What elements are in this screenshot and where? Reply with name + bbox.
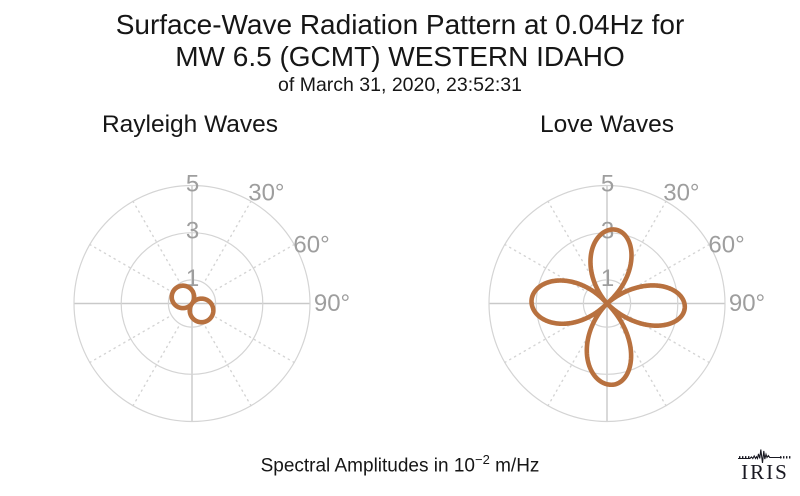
seismogram-icon [738, 449, 791, 463]
rayleigh-polar-plot: 135 30°60°90° [73, 171, 350, 423]
title-line-3: of March 31, 2020, 23:52:31 [278, 74, 522, 96]
caption-suffix: m/Hz [489, 455, 540, 477]
svg-text:90°: 90° [729, 290, 765, 317]
title-line-1: Surface-Wave Radiation Pattern at 0.04Hz… [115, 9, 685, 40]
svg-text:5: 5 [186, 171, 199, 198]
iris-logo-text: IRIS [741, 460, 789, 484]
svg-text:60°: 60° [708, 232, 744, 259]
love-polar-plot: 135 30°60°90° [488, 171, 765, 423]
love-plot-title: Love Waves [540, 111, 674, 138]
svg-text:90°: 90° [314, 290, 350, 317]
title-line-2: MW 6.5 (GCMT) WESTERN IDAHO [175, 41, 625, 72]
svg-text:60°: 60° [293, 232, 329, 259]
svg-text:3: 3 [186, 218, 199, 245]
svg-text:30°: 30° [663, 180, 699, 207]
figure-title: Surface-Wave Radiation Pattern at 0.04Hz… [0, 9, 800, 97]
amplitude-units-caption: Spectral Amplitudes in 10−2 m/Hz [0, 452, 800, 477]
caption-base: 10 [453, 455, 475, 477]
svg-text:1: 1 [601, 265, 614, 292]
caption-exponent: −2 [474, 452, 490, 467]
iris-logo: IRIS [735, 448, 795, 483]
caption-prefix: Spectral Amplitudes in [260, 455, 454, 477]
rayleigh-plot-title: Rayleigh Waves [101, 111, 279, 138]
svg-text:30°: 30° [248, 180, 284, 207]
svg-text:5: 5 [601, 171, 614, 198]
